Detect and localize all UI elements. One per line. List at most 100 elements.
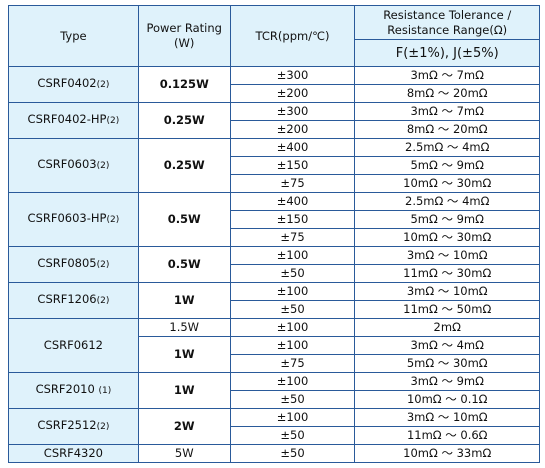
type-note: (2) [96,80,110,90]
header-text: Resistance Tolerance / [383,7,512,22]
tcr-cell: ±400 [229,138,356,157]
range-cell: 3mΩ ～ 10mΩ [354,408,540,427]
tcr-cell: ±100 [229,336,356,355]
power-cell: 0.125W [137,66,231,103]
tcr-cell: ±75 [229,354,356,373]
power-cell: 0.5W [137,246,231,283]
table-row: ±50 11mΩ ～ 30mΩ [9,264,540,283]
tcr-cell: ±150 [229,210,356,229]
type-cell: CSRF0612 [8,318,139,373]
table-row: ±150 5mΩ ～ 9mΩ [9,156,540,175]
tcr-cell: ±100 [229,246,356,265]
power-cell: 1W [137,336,231,373]
table-row: CSRF0612 1.5W ±100 2mΩ [8,318,540,373]
type-name: CSRF0402-HP [27,112,107,126]
power-cell: 5W [137,444,231,463]
table-row: ±150 5mΩ ～ 9mΩ [9,210,540,229]
type-name: CSRF1206 [37,292,97,306]
table-row: CSRF0402(2) 0.125W ±300 3mΩ ～ 7mΩ [8,66,540,103]
table-row: CSRF0603-HP(2) 0.5W ±400 2.5mΩ ～ 4mΩ [8,192,540,247]
type-name: CSRF2010 [35,382,95,396]
header-tcr: TCR(ppm/℃) [229,5,356,67]
tcr-cell: ±100 [229,282,356,301]
table-body: CSRF0402(2) 0.125W ±300 3mΩ ～ 7mΩ ±200 8mΩ ～ … [8,66,540,463]
table-row: ±75 5mΩ ～ 30mΩ [9,354,540,373]
header-text: Resistance Range(Ω) [387,22,508,37]
type-note: (2) [96,422,110,432]
tcr-cell: ±75 [229,228,356,247]
header-power: Power Rating (W) [137,5,231,67]
tcr-cell: ±300 [229,102,356,121]
range-cell: 3mΩ ～ 10mΩ [354,246,540,265]
range-cell: 11mΩ ～ 0.6Ω [354,426,540,445]
range-cell: 8mΩ ～ 20mΩ [354,84,540,103]
table-row: CSRF2512(2) 2W ±100 3mΩ ～ 10mΩ [8,408,540,445]
tcr-cell: ±50 [229,390,356,409]
tcr-cell: ±100 [229,318,356,337]
type-note: (2) [106,215,120,225]
power-cell: 2W [137,408,231,445]
table-row: ±50 10mΩ ～ 0.1Ω [9,390,540,409]
type-cell: CSRF0603(2) [8,138,139,193]
type-cell: CSRF4320 [8,444,139,463]
tcr-cell: ±150 [229,156,356,175]
range-cell: 10mΩ ～ 30mΩ [354,174,540,193]
tcr-cell: ±50 [229,300,356,319]
type-name: CSRF0603 [37,157,97,171]
type-cell: CSRF0805(2) [8,246,139,283]
tcr-cell: ±200 [229,120,356,139]
type-cell: CSRF0402-HP(2) [8,102,139,139]
table-row: ±50 11mΩ ～ 50mΩ [9,300,540,319]
power-cell: 1.5W [137,318,231,337]
tcr-cell: ±50 [229,444,356,463]
table-row: CSRF0402-HP(2) 0.25W ±300 3mΩ ～ 7mΩ [8,102,540,139]
tcr-cell: ±400 [229,192,356,211]
table-row: CSRF2010 (1) 1W ±100 3mΩ ～ 9mΩ [8,372,540,409]
type-cell: CSRF2010 (1) [8,372,139,409]
header-type: Type [8,5,139,67]
range-cell: 2.5mΩ ～ 4mΩ [354,192,540,211]
type-name: CSRF0603-HP [27,211,107,225]
power-cell: 1W [137,372,231,409]
tcr-cell: ±50 [229,264,356,283]
table-row: CSRF0603(2) 0.25W ±400 2.5mΩ ～ 4mΩ [8,138,540,193]
range-cell: 10mΩ ～ 33mΩ [354,444,540,463]
type-cell: CSRF0402(2) [8,66,139,103]
table-row: ±75 10mΩ ～ 30mΩ [9,228,540,247]
header-tolerance: F(±1%), J(±5%) [354,39,540,67]
range-cell: 3mΩ ～ 9mΩ [354,372,540,391]
type-note: (1) [98,386,112,396]
range-cell: 2mΩ [354,318,540,337]
range-cell: 3mΩ ～ 7mΩ [354,102,540,121]
type-name: CSRF0805 [37,256,97,270]
range-cell: 11mΩ ～ 30mΩ [354,264,540,283]
power-cell: 0.5W [137,192,231,247]
power-cell: 0.25W [137,102,231,139]
type-cell: CSRF2512(2) [8,408,139,445]
type-note: (2) [96,296,110,306]
tcr-cell: ±100 [229,372,356,391]
range-cell: 3mΩ ～ 7mΩ [354,66,540,85]
range-cell: 10mΩ ～ 0.1Ω [354,390,540,409]
range-cell: 2.5mΩ ～ 4mΩ [354,138,540,157]
type-name: CSRF0612 [43,338,103,352]
type-name: CSRF2512 [37,418,97,432]
tcr-cell: ±300 [229,66,356,85]
range-cell: 10mΩ ～ 30mΩ [354,228,540,247]
type-cell: CSRF0603-HP(2) [8,192,139,247]
table-row: CSRF4320 5W ±50 10mΩ ～ 33mΩ [8,444,540,463]
type-cell: CSRF1206(2) [8,282,139,319]
tcr-cell: ±100 [229,408,356,427]
range-cell: 5mΩ ～ 9mΩ [354,210,540,229]
type-note: (2) [106,116,120,126]
type-note: (2) [96,260,110,270]
header-range: Resistance Tolerance / Resistance Range(Ω… [354,5,540,40]
range-cell: 3mΩ ～ 10mΩ [354,282,540,301]
table-row: CSRF0805(2) 0.5W ±100 3mΩ ～ 10mΩ [8,246,540,283]
range-cell: 5mΩ ～ 9mΩ [354,156,540,175]
power-cell: 1W [137,282,231,319]
table-row: 1W ±100 3mΩ ～ 4mΩ [9,336,540,373]
header-text: Power Rating [146,21,222,35]
range-cell: 5mΩ ～ 30mΩ [354,354,540,373]
